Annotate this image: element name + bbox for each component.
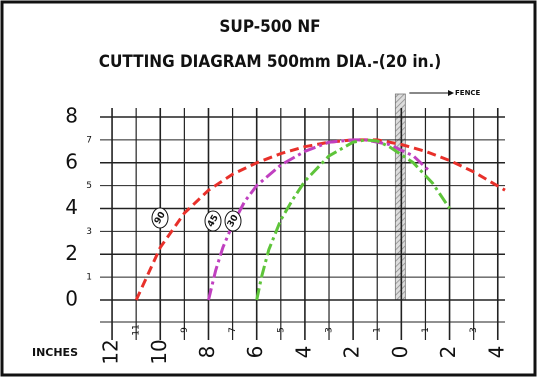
x-tick-label: 8 bbox=[195, 346, 219, 359]
x-tick-label: 2 bbox=[340, 346, 364, 359]
chart-subtitle: CUTTING DIAGRAM 500mm DIA.-(20 in.) bbox=[99, 52, 442, 72]
series-label-badge bbox=[151, 207, 169, 229]
x-tick-label: 4 bbox=[291, 346, 315, 359]
x-tick-label: 6 bbox=[243, 346, 267, 359]
y-tick-label: 1 bbox=[86, 273, 92, 283]
x-tick-label: 5 bbox=[276, 327, 286, 333]
x-tick-label: 0 bbox=[388, 346, 412, 359]
x-tick-label: 12 bbox=[99, 339, 123, 364]
y-tick-label: 6 bbox=[65, 149, 78, 173]
chart-title: SUP-500 NF bbox=[219, 17, 320, 37]
series-line bbox=[134, 138, 506, 301]
x-tick-label: 1 bbox=[421, 327, 431, 333]
x-axis-label: INCHES bbox=[32, 346, 78, 359]
fence bbox=[394, 93, 406, 301]
y-tick-label: 3 bbox=[86, 227, 92, 237]
series-label-badge bbox=[204, 210, 222, 232]
fence-arrowhead bbox=[448, 90, 454, 96]
x-tick-label: 1 bbox=[373, 327, 383, 333]
fence-label: FENCE bbox=[455, 89, 481, 97]
x-tick-label: 9 bbox=[180, 327, 190, 333]
y-tick-label: 5 bbox=[86, 181, 92, 191]
series-label-badge bbox=[224, 210, 242, 232]
y-tick-label: 2 bbox=[65, 241, 78, 265]
x-tick-label: 7 bbox=[228, 327, 238, 333]
x-tick-label: 2 bbox=[436, 346, 460, 359]
x-tick-label: 3 bbox=[325, 327, 335, 333]
x-tick-label: 10 bbox=[147, 339, 171, 364]
x-tick-label: 3 bbox=[469, 327, 479, 333]
y-tick-label: 4 bbox=[65, 195, 78, 219]
x-tick-label: 11 bbox=[132, 324, 142, 335]
series-line bbox=[207, 138, 432, 301]
x-tick-label: 4 bbox=[484, 346, 508, 359]
y-tick-label: 0 bbox=[65, 287, 78, 311]
y-tick-label: 8 bbox=[65, 104, 78, 128]
y-tick-label: 7 bbox=[86, 135, 92, 145]
series-line bbox=[255, 138, 451, 301]
